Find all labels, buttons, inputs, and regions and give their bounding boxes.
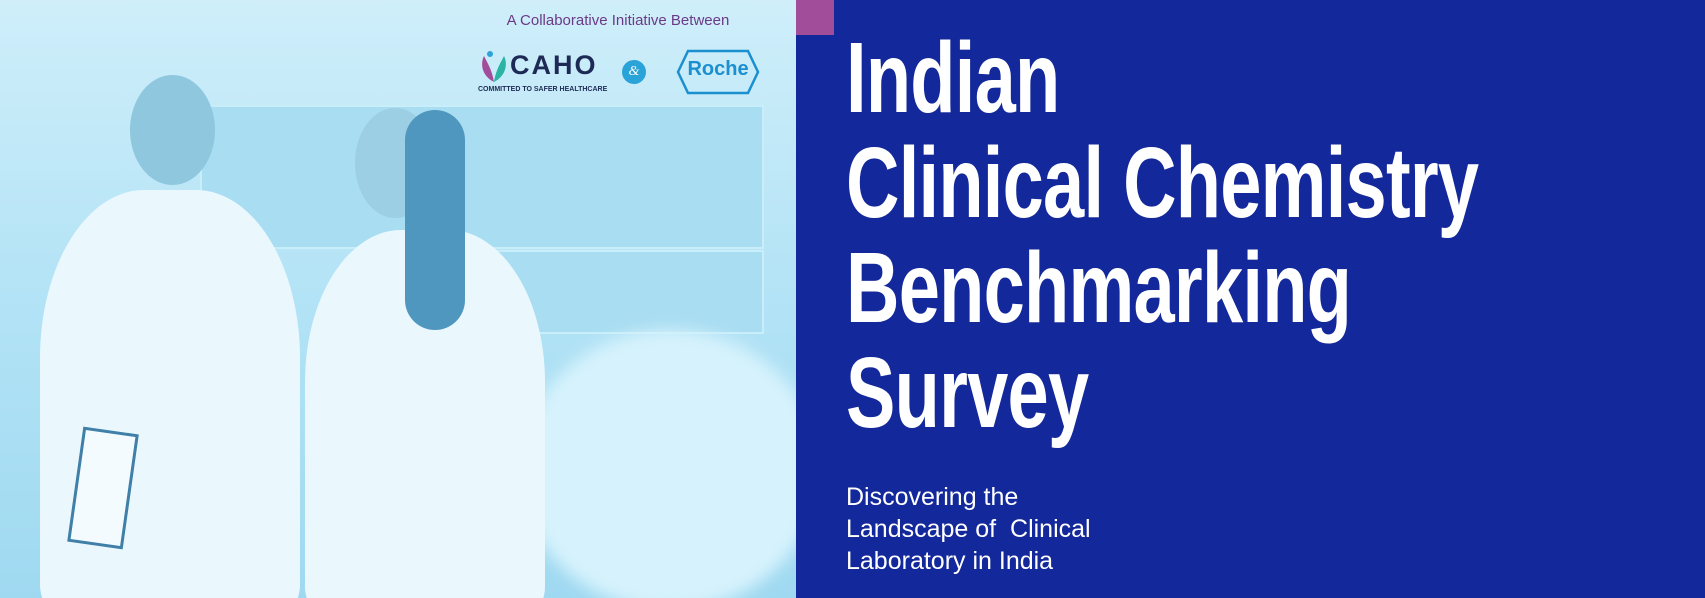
title-line: Clinical Chemistry — [846, 127, 1479, 239]
ampersand: & — [622, 60, 646, 84]
lab-photo — [0, 0, 796, 598]
title-line: Survey — [846, 337, 1089, 449]
caho-tagline: COMMITTED TO SAFER HEALTHCARE — [478, 86, 608, 93]
title-panel — [796, 0, 1705, 598]
subtitle: Discovering the Landscape of Clinical Labo… — [846, 481, 1091, 577]
head — [130, 75, 215, 185]
roche-logo: Roche — [687, 58, 749, 80]
title-line: Indian — [846, 22, 1060, 134]
initiative-text: A Collaborative Initiative Between — [506, 12, 730, 29]
title-line: Benchmarking — [846, 232, 1352, 344]
subtitle-line: Discovering the — [846, 483, 1019, 511]
title: Indian Clinical Chemistry Benchmarking Surv… — [846, 26, 1701, 446]
caho-logo: CAHO — [510, 50, 598, 80]
caho-icon — [482, 51, 506, 82]
hair — [405, 110, 465, 330]
subtitle-line: Landscape of Clinical — [846, 515, 1091, 543]
subtitle-line: Laboratory in India — [846, 547, 1054, 575]
shelf — [200, 105, 764, 249]
roche-hexagon — [676, 49, 760, 95]
accent-square — [796, 0, 834, 35]
blur — [520, 330, 796, 598]
